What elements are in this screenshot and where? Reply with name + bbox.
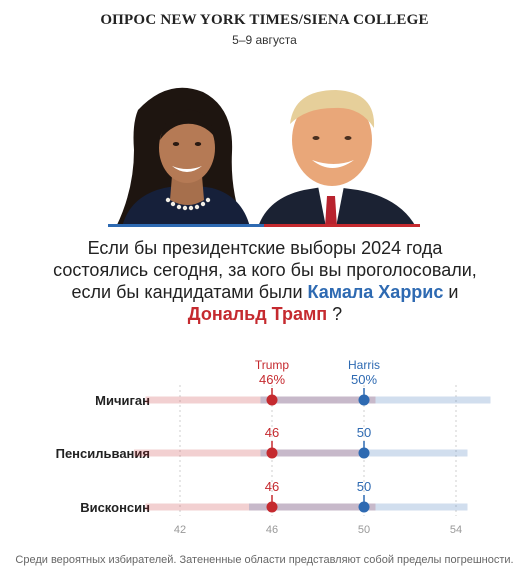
- footnote: Среди вероятных избирателей. Затененные …: [15, 554, 514, 566]
- x-tick-label-3: 54: [450, 524, 462, 536]
- harris-error-band-2: [249, 503, 468, 511]
- harris-point-2: [358, 501, 370, 513]
- trump-error-band-1: [134, 449, 364, 457]
- trump-color-bar: [264, 224, 420, 227]
- harris-point-1: [358, 447, 370, 459]
- candidate-trump-name: Дональд Трамп: [187, 304, 328, 324]
- candidate-photos-illustration: [116, 87, 416, 227]
- trump-value-label-0: 46%: [259, 372, 285, 387]
- trump-value-label-2: 46: [265, 479, 279, 494]
- harris-value-label-0: 50%: [351, 372, 377, 387]
- harris-color-bar: [108, 224, 264, 227]
- candidate-harris-name: Камала Харрис: [307, 282, 444, 302]
- harris-portrait: [116, 87, 250, 227]
- trump-point-2: [266, 501, 278, 513]
- harris-point-0: [358, 394, 370, 406]
- x-tick-label-2: 50: [358, 524, 370, 536]
- trump-portrait: [258, 90, 416, 227]
- poll-dates: 5–9 августа: [232, 33, 297, 47]
- harris-value-label-1: 50: [357, 425, 371, 440]
- trump-value-label-1: 46: [265, 425, 279, 440]
- question-text: Если бы президентские выборы 2024 года с…: [53, 238, 477, 302]
- trump-error-band-0: [145, 396, 376, 404]
- harris-series-label: Harris: [348, 358, 380, 372]
- trump-point-0: [266, 394, 278, 406]
- question-joiner: и: [448, 282, 459, 302]
- trump-error-band-2: [145, 503, 376, 511]
- state-label-1: Пенсильвания: [56, 446, 150, 461]
- trump-series-label: Trump: [255, 358, 290, 372]
- candidate-photos: [108, 80, 420, 227]
- x-tick-label-1: 46: [266, 524, 278, 536]
- state-label-0: Мичиган: [95, 393, 150, 408]
- state-label-2: Висконсин: [80, 500, 150, 515]
- x-tick-label-0: 42: [174, 524, 186, 536]
- poll-question: Если бы президентские выборы 2024 года с…: [40, 237, 490, 325]
- poll-chart: 42 46 50 54 Мичиган 46%Trump 50%Harris Пенсильв…: [56, 358, 491, 536]
- harris-value-label-2: 50: [357, 479, 371, 494]
- harris-error-band-0: [260, 396, 491, 404]
- poll-title: ОПРОС NEW YORK TIMES/SIENA COLLEGE: [100, 12, 429, 28]
- question-mark: ?: [332, 304, 343, 324]
- trump-point-1: [266, 447, 278, 459]
